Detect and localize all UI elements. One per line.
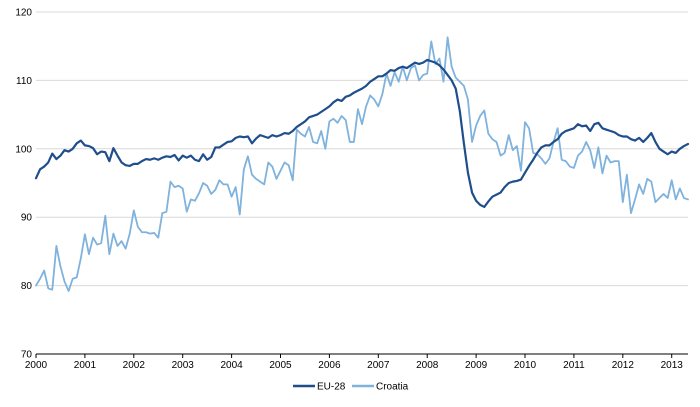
x-tick-label: 2006	[318, 360, 341, 371]
legend: EU-28 Croatia	[293, 382, 409, 393]
series-line-eu-28	[34, 58, 690, 209]
x-tick-label: 2001	[74, 360, 97, 371]
y-tick-label: 80	[21, 281, 33, 292]
x-tick-label: 2013	[661, 360, 684, 371]
x-tick-label: 2004	[220, 360, 243, 371]
x-tick-label: 2009	[465, 360, 488, 371]
x-tick-label: 2003	[172, 360, 195, 371]
y-tick-label: 120	[15, 8, 32, 19]
x-tick-label: 2012	[612, 360, 635, 371]
x-tick-label: 2008	[416, 360, 439, 371]
x-tick-label: 2005	[269, 360, 292, 371]
y-tick-label: 100	[15, 144, 32, 155]
axes: 70 80 90 100 110 120 2000 2001 2002 2003 2004 2005 2…	[15, 8, 688, 371]
gridlines	[36, 11, 688, 287]
legend-label-eu-28: EU-28	[317, 382, 346, 393]
x-tick-label: 2002	[123, 360, 146, 371]
series-lines	[34, 36, 690, 292]
x-tick-label: 2010	[514, 360, 537, 371]
x-tick-label: 2007	[367, 360, 390, 371]
series-line-croatia	[35, 36, 689, 292]
x-tick-label: 2011	[563, 360, 585, 371]
y-tick-label: 70	[21, 350, 33, 361]
legend-label-croatia: Croatia	[376, 382, 409, 393]
y-tick-label: 90	[21, 213, 33, 224]
y-tick-label: 110	[16, 76, 32, 87]
x-tick-label: 2000	[25, 360, 48, 371]
